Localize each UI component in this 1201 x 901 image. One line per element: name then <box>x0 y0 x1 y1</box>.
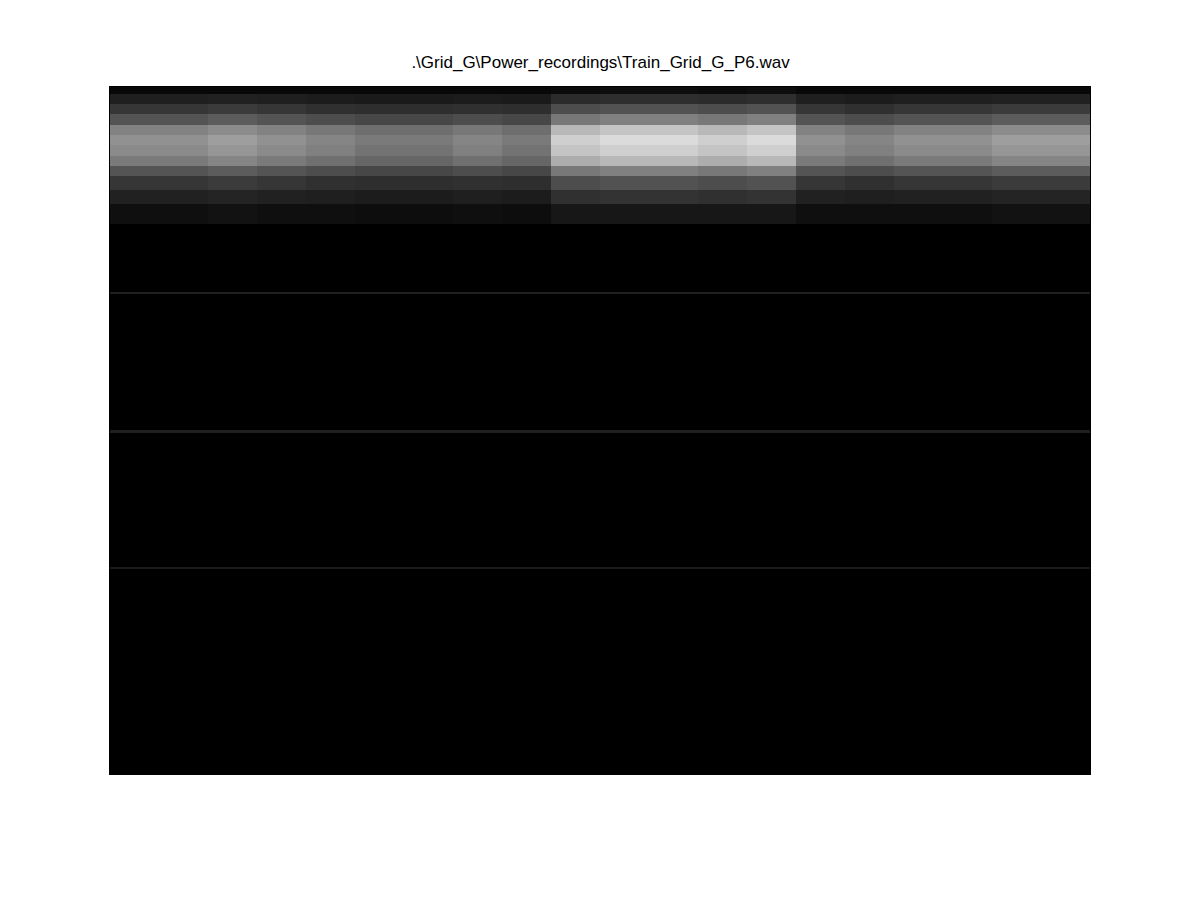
svg-text:.\Grid_G\Power_recordings\Trai: .\Grid_G\Power_recordings\Train_Grid_G_P… <box>411 53 790 72</box>
